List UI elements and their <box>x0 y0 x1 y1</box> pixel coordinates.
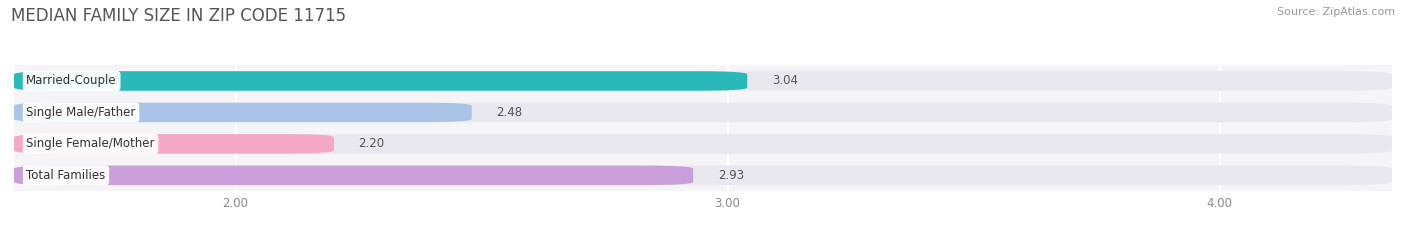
Text: Single Female/Mother: Single Female/Mother <box>27 137 155 150</box>
Text: 3.04: 3.04 <box>772 75 797 87</box>
Text: Married-Couple: Married-Couple <box>27 75 117 87</box>
Text: MEDIAN FAMILY SIZE IN ZIP CODE 11715: MEDIAN FAMILY SIZE IN ZIP CODE 11715 <box>11 7 346 25</box>
FancyBboxPatch shape <box>14 103 1392 122</box>
Text: Total Families: Total Families <box>27 169 105 182</box>
Text: Source: ZipAtlas.com: Source: ZipAtlas.com <box>1277 7 1395 17</box>
FancyBboxPatch shape <box>14 166 1392 185</box>
Text: 2.48: 2.48 <box>496 106 523 119</box>
Text: 2.20: 2.20 <box>359 137 385 150</box>
FancyBboxPatch shape <box>14 103 471 122</box>
FancyBboxPatch shape <box>14 71 748 91</box>
FancyBboxPatch shape <box>14 134 335 154</box>
FancyBboxPatch shape <box>14 134 1392 154</box>
FancyBboxPatch shape <box>14 166 693 185</box>
Text: Single Male/Father: Single Male/Father <box>27 106 136 119</box>
FancyBboxPatch shape <box>14 71 1392 91</box>
Text: 2.93: 2.93 <box>717 169 744 182</box>
